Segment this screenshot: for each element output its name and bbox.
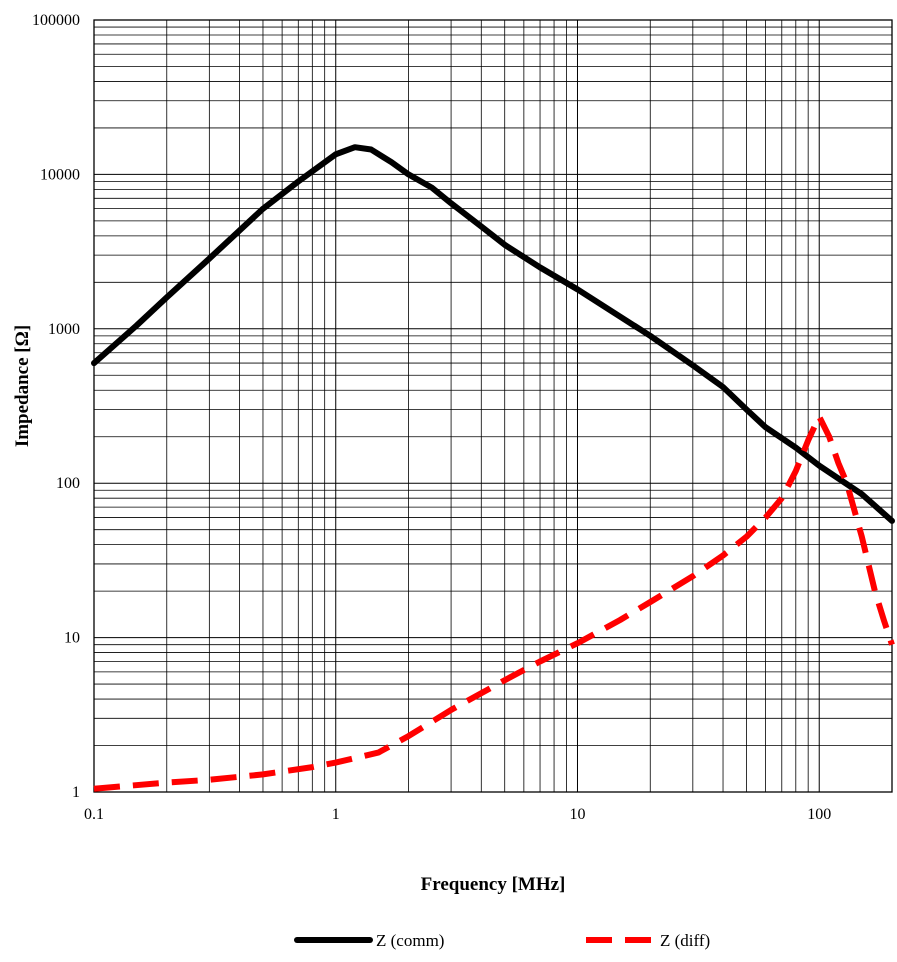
y-tick-label: 10 <box>64 630 80 647</box>
series-lines <box>91 144 895 792</box>
x-axis-title: Frequency [MHz] <box>421 874 566 895</box>
x-tick-label: 10 <box>569 806 585 823</box>
series-line-diff <box>93 413 895 792</box>
x-tick-label: 100 <box>807 806 831 823</box>
legend-label-comm: Z (comm) <box>376 931 444 950</box>
y-tick-label: 100000 <box>32 12 80 29</box>
x-tick-label: 1 <box>332 806 340 823</box>
y-tick-label: 10000 <box>40 166 80 183</box>
x-tick-label: 0.1 <box>84 806 104 823</box>
y-tick-label: 1000 <box>48 321 80 338</box>
y-tick-label: 1 <box>72 784 80 801</box>
legend: Z (comm) Z (diff) <box>294 931 710 950</box>
plot-area-frame <box>93 19 893 793</box>
legend-label-diff: Z (diff) <box>660 931 710 950</box>
y-axis-title: Impedance [Ω] <box>12 325 33 447</box>
y-tick-label: 100 <box>56 475 80 492</box>
series-line-comm <box>91 144 895 524</box>
